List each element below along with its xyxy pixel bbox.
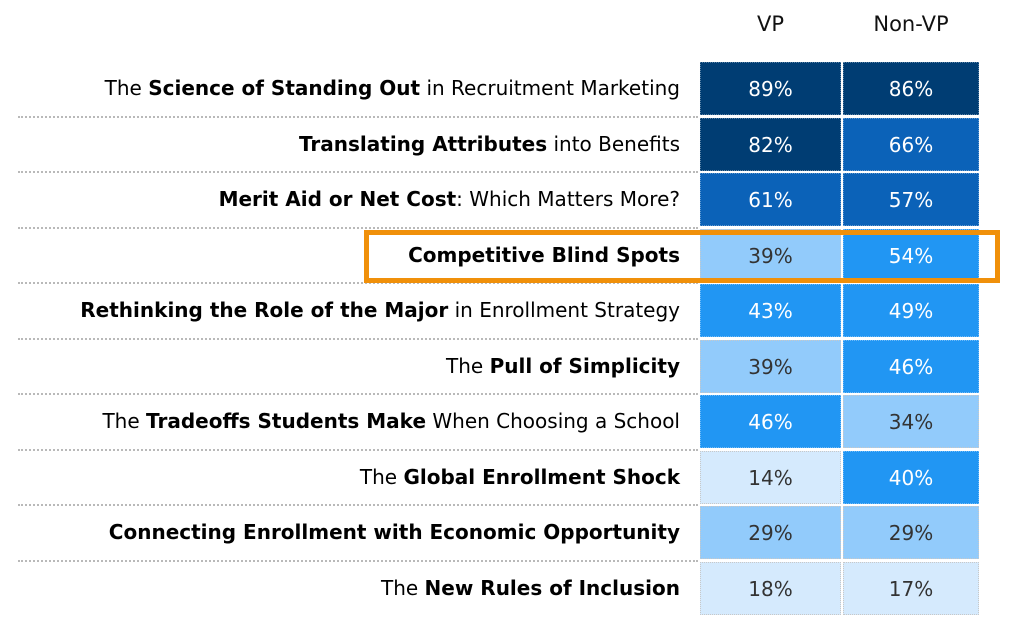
- cell-non-vp: 46%: [843, 339, 979, 393]
- row-label: The Science of Standing Out in Recruitme…: [105, 61, 680, 116]
- row-label: Merit Aid or Net Cost: Which Matters Mor…: [219, 172, 680, 227]
- cell-non-vp: 34%: [843, 395, 979, 448]
- row-label-part: When Choosing a School: [426, 409, 680, 433]
- cell-vp: 89%: [700, 62, 841, 115]
- cell-non-vp: 54%: [843, 228, 979, 282]
- cell-vp: 29%: [700, 506, 841, 559]
- cell-vp: 18%: [700, 561, 841, 615]
- row-label-bold-part: Translating Attributes: [298, 131, 548, 156]
- cell-vp: 61%: [700, 173, 841, 226]
- row-label-part: The: [446, 353, 490, 378]
- column-header-vp: VP: [756, 12, 785, 36]
- cell-non-vp: 40%: [843, 450, 979, 504]
- row-label-bold-part: Connecting Enrollment with Economic Oppo…: [108, 520, 680, 544]
- cell-vp: 82%: [700, 117, 841, 171]
- row-label-part: into Benefits: [547, 131, 680, 156]
- cell-vp: 43%: [700, 284, 841, 337]
- row-label-part: The: [104, 76, 149, 100]
- row-separator: [18, 504, 698, 506]
- row-label-part: The: [380, 575, 425, 600]
- row-label-part: in Recruitment Marketing: [420, 76, 680, 100]
- row-separator: [18, 282, 698, 284]
- row-separator: [18, 337, 698, 340]
- cell-vp: 14%: [700, 450, 841, 504]
- row-label: The New Rules of Inclusion: [381, 561, 680, 616]
- row-separator: [18, 393, 698, 395]
- cell-non-vp: 86%: [843, 62, 979, 115]
- row-label-part: in Enrollment Strategy: [448, 298, 680, 322]
- row-label-bold-part: Merit Aid or Net Cost: [218, 187, 457, 211]
- row-label-bold-part: Rethinking the Role of the Major: [80, 298, 449, 322]
- cell-non-vp: 57%: [843, 173, 979, 226]
- row-separator: [18, 115, 698, 118]
- cell-non-vp: 29%: [843, 506, 979, 559]
- row-separator: [18, 448, 698, 451]
- row-label-bold-part: New Rules of Inclusion: [424, 575, 680, 600]
- cell-vp: 46%: [700, 395, 841, 448]
- column-header-non-vp: Non-VP: [873, 12, 949, 36]
- row-label: Rethinking the Role of the Major in Enro…: [80, 283, 680, 338]
- row-label-part: : Which Matters More?: [456, 187, 680, 211]
- row-label: The Global Enrollment Shock: [360, 450, 680, 505]
- row-label: Competitive Blind Spots: [408, 228, 680, 283]
- row-label-part: The: [102, 409, 147, 433]
- cell-vp: 39%: [700, 339, 841, 393]
- row-label: Translating Attributes into Benefits: [299, 117, 680, 172]
- cell-non-vp: 49%: [843, 284, 979, 337]
- row-label-bold-part: Pull of Simplicity: [489, 353, 680, 378]
- cell-non-vp: 66%: [843, 117, 979, 171]
- row-separator: [18, 171, 698, 173]
- row-label: Connecting Enrollment with Economic Oppo…: [109, 505, 680, 560]
- row-label-bold-part: Science of Standing Out: [148, 76, 421, 100]
- cell-vp: 39%: [700, 228, 841, 282]
- row-label: The Pull of Simplicity: [446, 339, 680, 394]
- row-label: The Tradeoffs Students Make When Choosin…: [102, 394, 680, 449]
- row-label-part: The: [359, 464, 404, 489]
- highlight-box: [364, 229, 1000, 283]
- row-label-bold-part: Tradeoffs Students Make: [146, 409, 427, 433]
- row-label-bold-part: Competitive Blind Spots: [408, 242, 680, 267]
- row-label-bold-part: Global Enrollment Shock: [403, 464, 680, 489]
- cell-non-vp: 17%: [843, 561, 979, 615]
- row-separator: [18, 559, 698, 562]
- row-separator: [18, 226, 698, 229]
